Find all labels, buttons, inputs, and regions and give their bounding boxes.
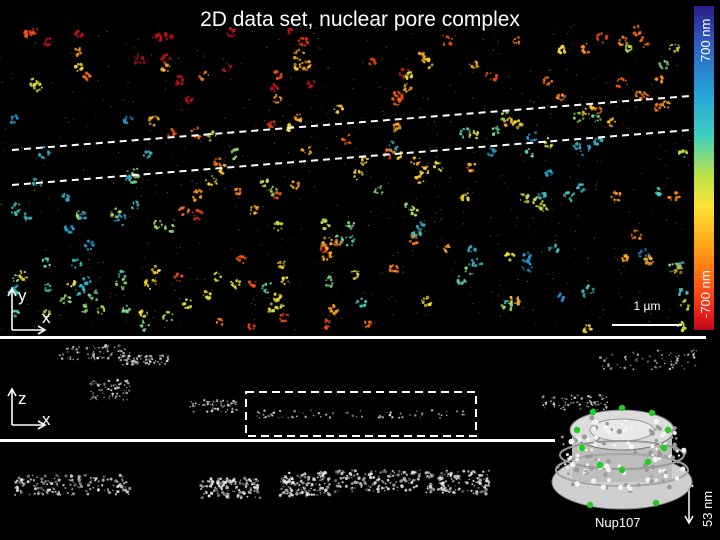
dashed-line-lower xyxy=(11,129,691,186)
height-label: 53 nm xyxy=(700,490,715,527)
middle-axis-z-label: z xyxy=(18,389,27,408)
colorbar-max-label: 700 nm xyxy=(698,18,713,62)
localization-map-top xyxy=(0,24,691,334)
depth-colorbar xyxy=(694,6,714,330)
scale-bar-label: 1 µm xyxy=(633,299,661,313)
side-view-middle xyxy=(58,343,698,419)
panel-divider-bottom xyxy=(0,439,555,442)
npc-structure-model xyxy=(551,404,693,510)
dashed-line-upper xyxy=(11,95,691,151)
top-axis-y-label: y xyxy=(18,286,27,305)
xy-axes-icon xyxy=(7,287,47,335)
middle-axis-x-label: x xyxy=(42,410,51,429)
side-view-bottom-zoom xyxy=(14,469,491,500)
xz-axes-icon-middle xyxy=(7,387,47,430)
top-axis-x-label: x xyxy=(42,308,51,327)
model-label: Nup107 xyxy=(595,515,641,530)
zoom-selection-box xyxy=(245,391,477,437)
colorbar-min-label: -700 nm xyxy=(698,270,713,318)
figure-title: 2D data set, nuclear pore complex xyxy=(200,8,520,31)
panel-divider-top xyxy=(0,336,706,339)
